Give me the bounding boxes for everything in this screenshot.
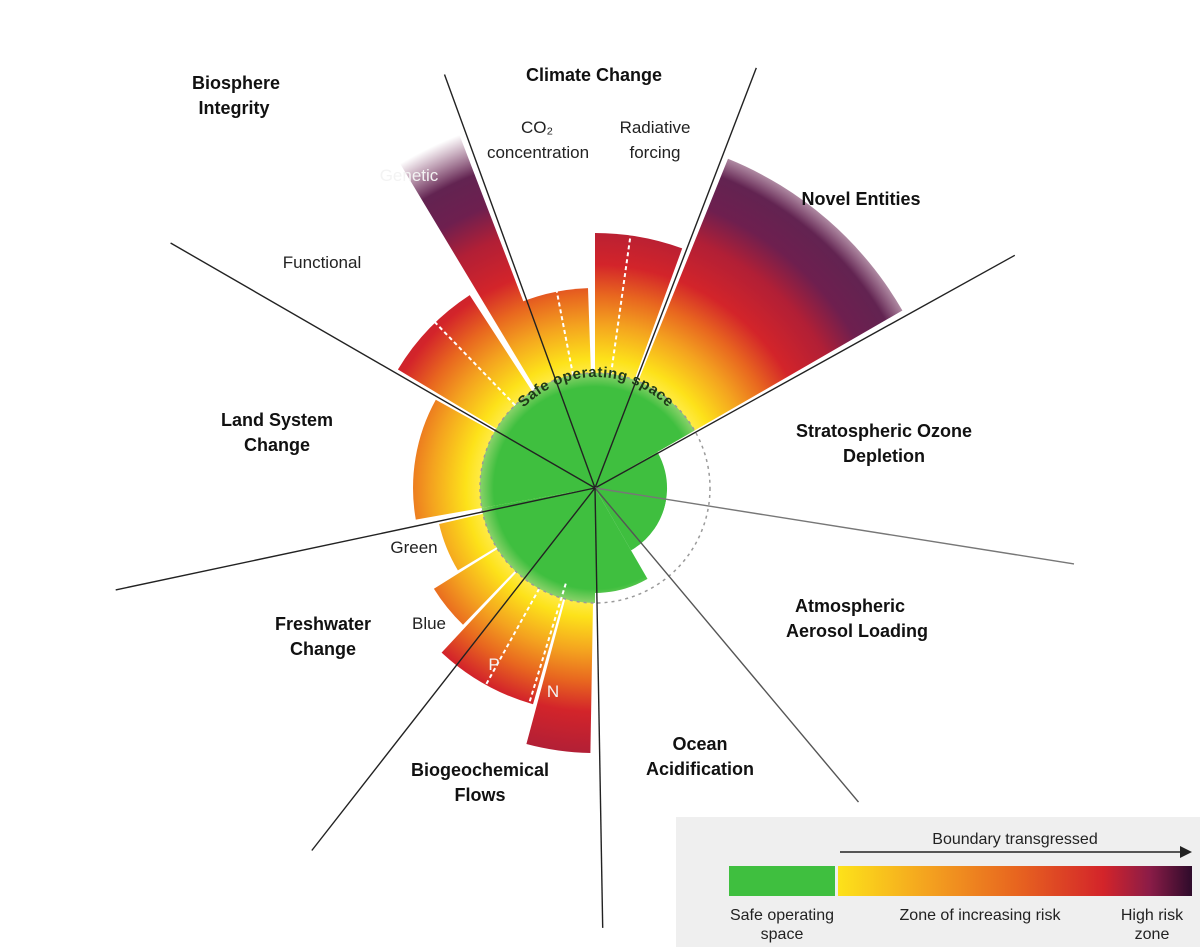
freshwater-title-line1: Freshwater <box>275 614 371 634</box>
legend-high-label-line2: zone <box>1135 926 1170 943</box>
green-water-label: Green <box>390 538 437 557</box>
co2-divider <box>553 281 575 376</box>
genetic-label: Genetic <box>380 166 439 185</box>
pn-divider <box>472 588 541 708</box>
co2-label-line1: CO₂ <box>521 118 553 137</box>
aerosol-title-line1: Atmospheric <box>795 596 905 616</box>
legend-safe-label-line1: Safe operating <box>730 907 834 924</box>
spoke-climate-novel <box>594 67 757 489</box>
ocean-title-line2: Acidification <box>646 759 754 779</box>
boundary-wedges <box>373 86 903 753</box>
legend: Boundary transgressed Safe operating spa… <box>676 817 1200 947</box>
nitrogen-label: N <box>547 682 559 701</box>
spoke-biogeochemical-freshwater <box>311 487 596 851</box>
legend-high-label-line1: High risk <box>1121 907 1184 924</box>
spoke-lines <box>115 67 1075 928</box>
land-title-line1: Land System <box>221 410 333 430</box>
legend-arrow-head-icon <box>1180 846 1192 858</box>
legend-safe-swatch <box>729 866 835 896</box>
co2-label-line2: concentration <box>487 143 589 162</box>
climate-change-title: Climate Change <box>526 65 662 85</box>
biogeochemical-title-line2: Flows <box>454 785 505 805</box>
spoke-land-biosphere <box>170 242 596 489</box>
radiative-divider <box>610 232 632 375</box>
biosphere-title-line2: Integrity <box>198 98 269 118</box>
boundary-circle <box>479 372 711 604</box>
aerosol-title-line2: Aerosol Loading <box>786 621 928 641</box>
functional-label: Functional <box>283 253 361 272</box>
biosphere-title-line1: Biosphere <box>192 73 280 93</box>
nitrogen-divider <box>515 583 567 747</box>
legend-arrow-label: Boundary transgressed <box>932 831 1097 848</box>
blue-water-label: Blue <box>412 614 446 633</box>
ozone-title-line1: Stratospheric Ozone <box>796 421 972 441</box>
land-title-line2: Change <box>244 435 310 455</box>
functional-divider <box>431 318 516 406</box>
radiative-label-line1: Radiative <box>620 118 691 137</box>
phosphorus-label: P <box>488 655 499 674</box>
ocean-title-line1: Ocean <box>672 734 727 754</box>
aerosol-safe-wedge <box>595 488 666 551</box>
radiative-label-line2: forcing <box>629 143 680 162</box>
spoke-freshwater-land <box>115 487 596 591</box>
legend-risk-label: Zone of increasing risk <box>900 907 1062 924</box>
spoke-novel-ozone <box>594 254 1016 489</box>
spoke-biosphere-climate <box>443 74 596 489</box>
safe-core-lower <box>481 488 595 603</box>
ozone-title-line2: Depletion <box>843 446 925 466</box>
legend-risk-swatch <box>838 866 1192 896</box>
freshwater-title-line2: Change <box>290 639 356 659</box>
spoke-aerosol-ocean <box>594 487 860 803</box>
safe-core-upper <box>479 372 695 508</box>
ocean-safe-wedge <box>595 488 648 593</box>
biogeochemical-title-line1: Biogeochemical <box>411 760 549 780</box>
legend-safe-label-line2: space <box>761 926 804 943</box>
spoke-ozone-aerosol <box>594 487 1075 565</box>
spoke-ocean-biogeochemical <box>594 487 604 928</box>
sub-boundary-dividers <box>431 232 632 747</box>
novel-entities-title: Novel Entities <box>801 189 920 209</box>
